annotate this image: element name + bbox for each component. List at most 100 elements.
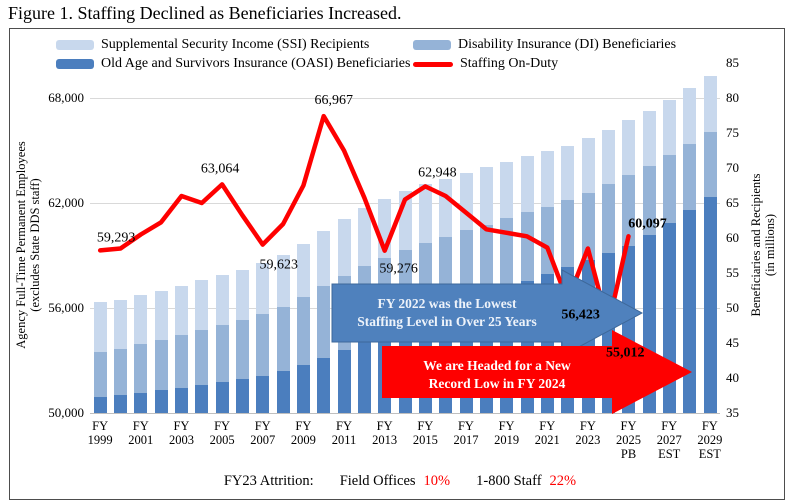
ssi-segment: [520, 156, 534, 213]
ssi-segment: [540, 151, 554, 207]
footnote-field-offices-label: Field Offices: [339, 473, 416, 489]
left-axis-tick: 62,000: [48, 195, 84, 210]
di-segment: [195, 329, 209, 385]
oasi-segment: [317, 357, 331, 413]
stacked-bar-fy2007: [256, 263, 270, 413]
di-segment: [296, 296, 310, 365]
right-axis-tick: 35: [726, 405, 739, 420]
staffing-line-swatch-icon: [413, 61, 453, 67]
ssi-segment: [337, 219, 351, 276]
ssi-segment: [154, 290, 168, 340]
right-axis-tick: 65: [726, 195, 739, 210]
bar-slot: [314, 63, 334, 413]
staffing-data-label: 59,293: [97, 230, 136, 245]
di-segment: [154, 339, 168, 390]
bar-slot: [110, 63, 130, 413]
stacked-bar-fy2000: [113, 299, 127, 413]
legend-item-ssi: Supplemental Security Income (SSI) Recip…: [56, 37, 369, 53]
red-arrow-text-line1: We are Headed for a New: [423, 358, 571, 373]
oasi-segment: [174, 387, 188, 413]
blue-annotation-arrow: [331, 269, 644, 357]
blue-arrow-text-line2: Staffing Level in Over 25 Years: [357, 314, 537, 329]
right-axis-tick: 60: [726, 230, 739, 245]
oasi-segment: [357, 342, 371, 413]
page-title: Figure 1. Staffing Declined as Beneficia…: [8, 3, 402, 23]
oasi-segment: [235, 379, 249, 413]
ssi-segment: [276, 254, 290, 307]
di-segment: [622, 175, 636, 247]
footnote-field-offices-value: 10%: [423, 473, 451, 489]
chart-box: Supplemental Security Income (SSI) Recip…: [9, 28, 785, 500]
x-axis-label: FY 2023: [575, 419, 601, 447]
x-axis-label: FY 2029 EST: [697, 419, 723, 461]
right-axis-tick: 45: [726, 335, 739, 350]
oasi-swatch-icon: [56, 59, 94, 69]
oasi-segment: [276, 371, 290, 413]
oasi-segment: [93, 396, 107, 413]
bar-slot: [680, 63, 700, 413]
di-segment: [479, 224, 493, 297]
bar-slot: [131, 63, 151, 413]
x-axis-label: FY 2025 PB: [616, 419, 642, 461]
stacked-bar-fy2010: [317, 231, 331, 413]
right-axis-tick: 80: [726, 90, 739, 105]
right-axis-tick: 50: [726, 300, 739, 315]
di-segment: [174, 334, 188, 388]
stacked-bar-fy2006: [235, 269, 249, 413]
di-segment: [561, 200, 575, 268]
oasi-segment: [337, 350, 351, 413]
oasi-segment: [296, 364, 310, 413]
di-segment: [235, 319, 249, 380]
x-axis-label: FY 2001: [128, 419, 154, 447]
oasi-segment: [154, 389, 168, 413]
oasi-segment: [195, 385, 209, 413]
x-axis-label: FY 2013: [372, 419, 398, 447]
legend-item-di: Disability Insurance (DI) Beneficiaries: [413, 37, 676, 53]
di-segment: [703, 132, 717, 197]
ssi-segment: [561, 145, 575, 201]
footnote-1800-staff-label: 1-800 Staff: [476, 473, 542, 489]
legend-label-di: Disability Insurance (DI) Beneficiaries: [458, 37, 677, 52]
staffing-data-label: 63,064: [201, 161, 240, 176]
di-segment: [256, 314, 270, 376]
stacked-bar-fy2005: [215, 275, 229, 413]
stacked-bar-fy2028: [683, 88, 697, 413]
stacked-bar-fy2009: [296, 243, 310, 413]
right-axis-tick: 85: [726, 55, 739, 70]
legend-label-oasi: Old Age and Survivors Insurance (OASI) B…: [101, 56, 411, 71]
staffing-data-label: 62,948: [418, 165, 457, 180]
ssi-segment: [296, 243, 310, 297]
ssi-segment: [500, 161, 514, 219]
oasi-segment: [683, 210, 697, 413]
stacked-bar-fy1999: [93, 302, 107, 413]
ssi-segment: [235, 269, 249, 320]
x-axis-label: FY 2007: [250, 419, 276, 447]
gridline: [90, 98, 720, 99]
stacked-bar-fy2001: [134, 295, 148, 413]
staffing-data-label: 59,623: [259, 258, 298, 273]
ssi-segment: [93, 302, 107, 353]
di-segment: [683, 144, 697, 210]
right-axis-tick: 70: [726, 160, 739, 175]
ssi-segment: [317, 231, 331, 287]
di-segment: [520, 212, 534, 281]
attrition-footnote: FY23 Attrition: Field Offices 10% 1-800 Sta…: [50, 473, 750, 490]
bar-slot: [151, 63, 171, 413]
di-segment: [276, 306, 290, 371]
di-segment: [215, 324, 229, 383]
right-axis-ticks: 85 80 75 70 65 60 55 50 45 40 35: [726, 56, 760, 420]
oasi-segment: [215, 382, 229, 413]
stacked-bar-fy2004: [195, 280, 209, 413]
ssi-swatch-icon: [56, 40, 94, 50]
right-axis-tick: 55: [726, 265, 739, 280]
right-axis-tick: 75: [726, 125, 739, 140]
ssi-segment: [703, 76, 717, 133]
legend-item-oasi: Old Age and Survivors Insurance (OASI) B…: [56, 56, 410, 72]
footnote-1800-staff-value: 22%: [549, 473, 577, 489]
x-axis-label: FY 2011: [331, 419, 357, 447]
ssi-segment: [113, 299, 127, 349]
legend-label-ssi: Supplemental Security Income (SSI) Recip…: [101, 37, 370, 52]
left-axis-ticks: 68,000 62,000 56,000 50,000: [38, 63, 84, 420]
bar-slot: [273, 63, 293, 413]
